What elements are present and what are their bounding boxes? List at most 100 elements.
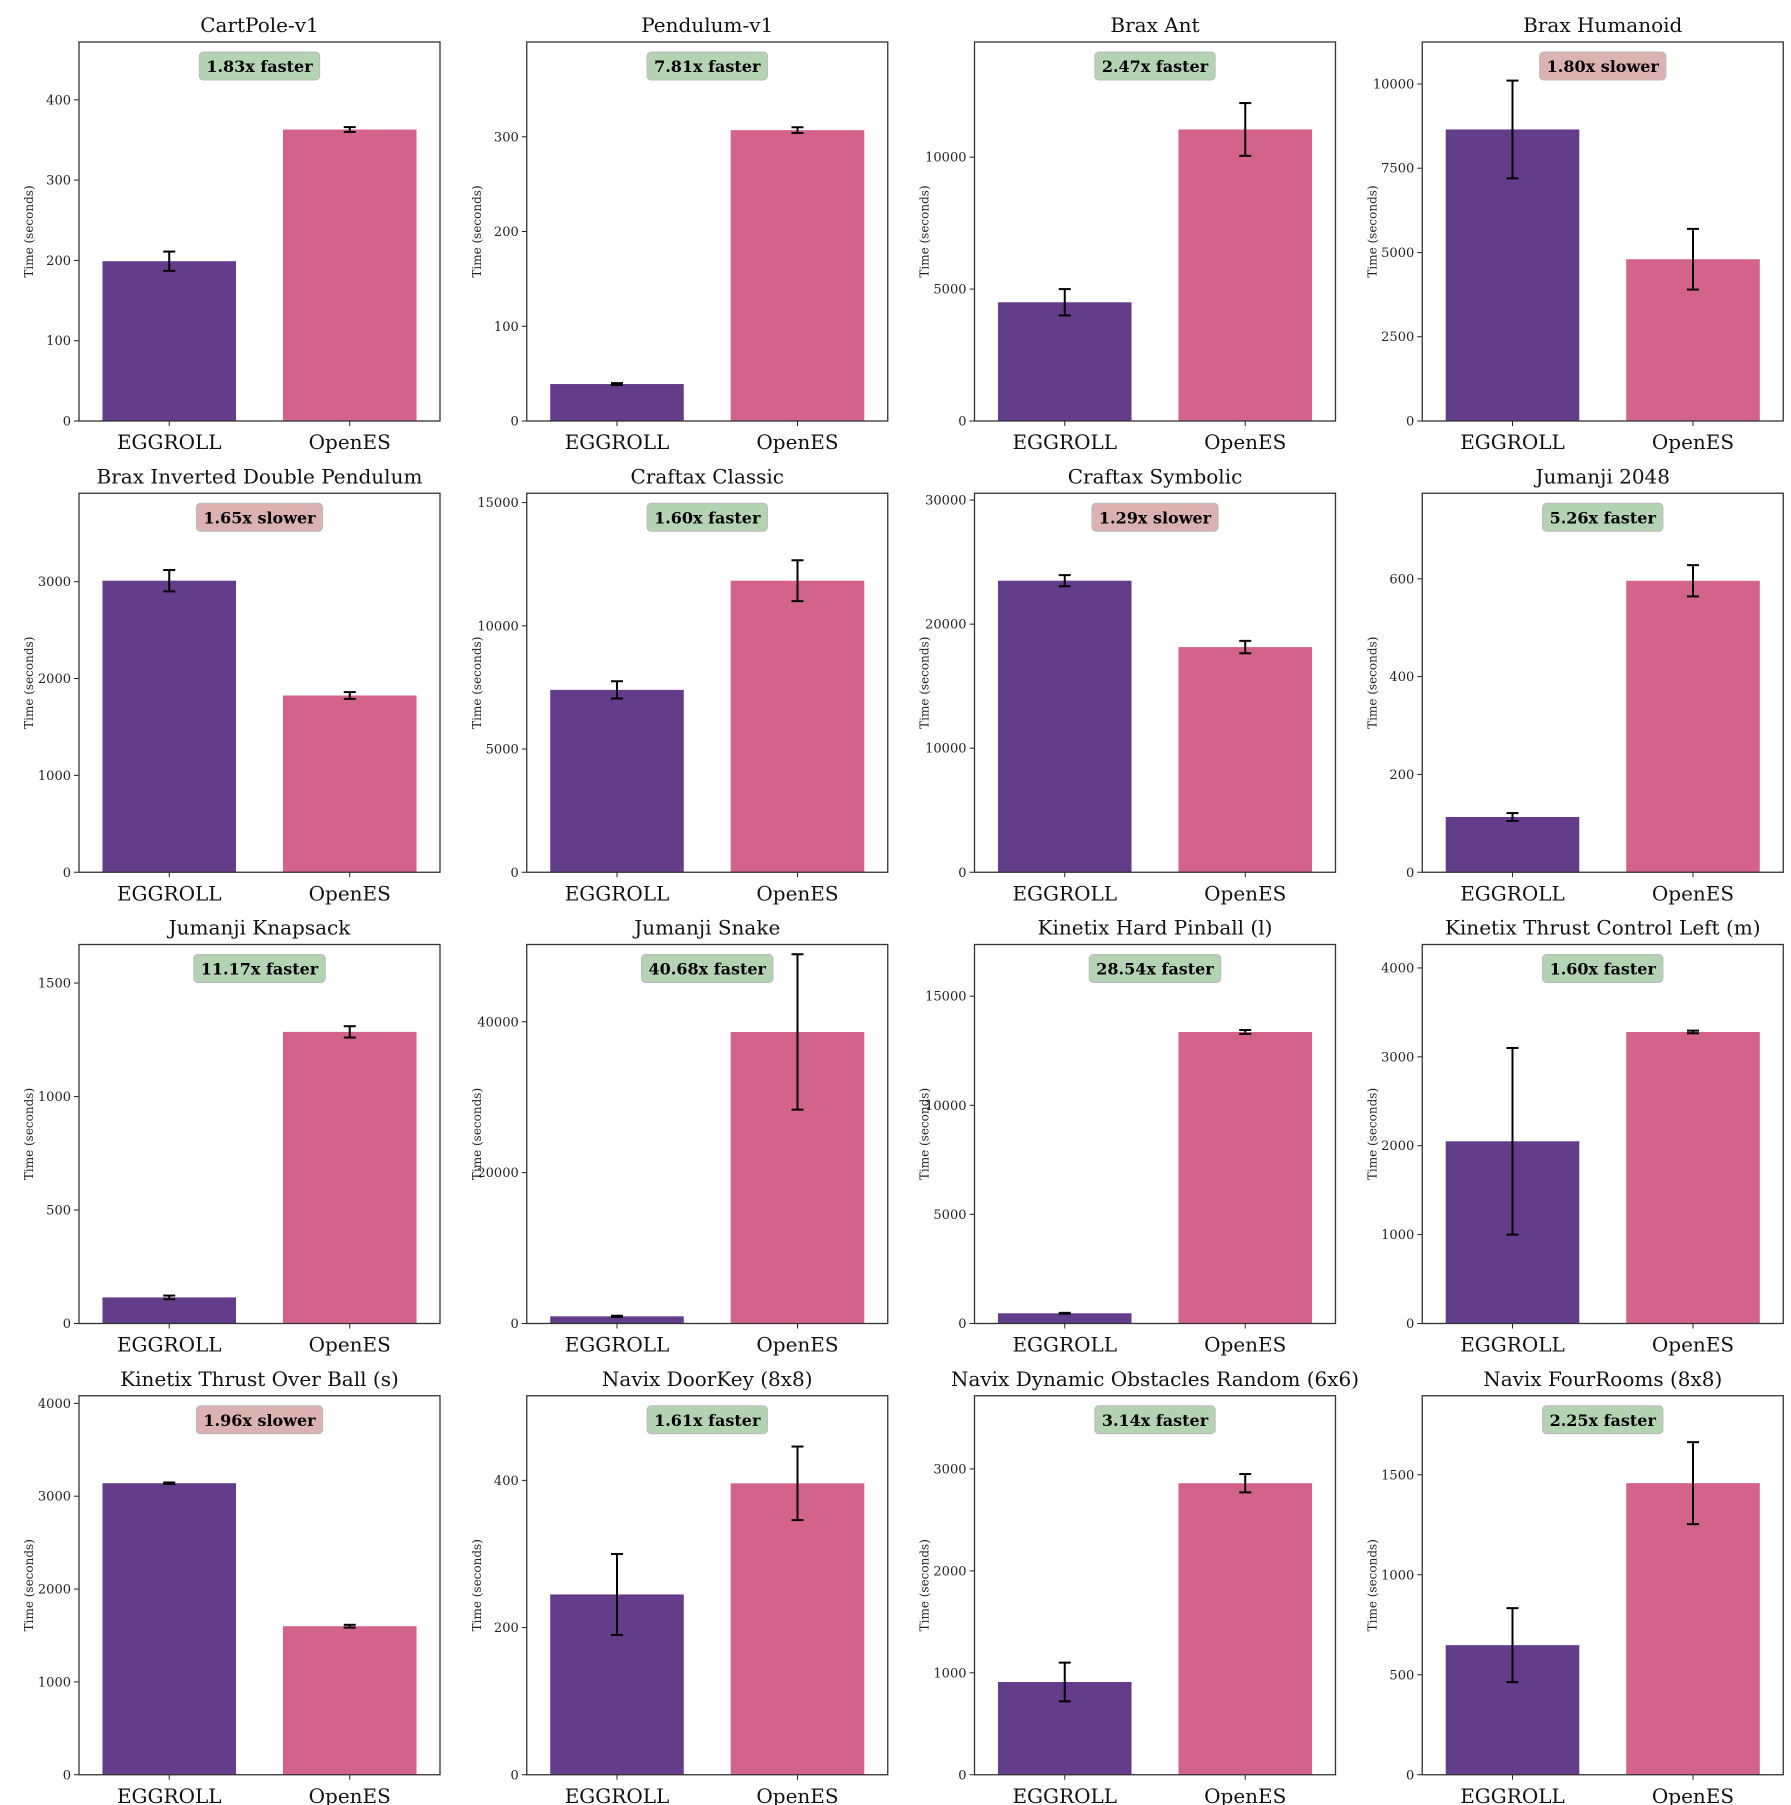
y-axis-label: Time (seconds): [1365, 185, 1379, 277]
bar-openes: [1178, 1031, 1313, 1324]
subplot-title: Craftax Classic: [630, 464, 784, 488]
subplot-title: Brax Inverted Double Pendulum: [97, 464, 423, 488]
y-tick-label: 7500: [1381, 162, 1414, 177]
y-tick-label: 5000: [486, 743, 519, 758]
axes-frame: [78, 492, 441, 873]
subplot: Kinetix Thrust Over Ball (s) Time (second…: [22, 1367, 441, 1805]
y-tick-label: 1500: [1381, 1468, 1414, 1483]
bar-eggroll: [102, 580, 237, 873]
subplot: Craftax Classic Time (seconds) EGGROLL Open…: [470, 464, 889, 905]
y-tick-label: 10000: [477, 619, 518, 634]
axes-frame: [78, 943, 441, 1325]
bar-openes: [1626, 1031, 1760, 1324]
speedup-badge: 7.81x faster: [646, 51, 768, 81]
axes-frame: [973, 943, 1337, 1325]
bar-eggroll: [550, 384, 684, 421]
subplot: Jumanji Snake Time (seconds) EGGROLL OpenES…: [470, 916, 889, 1357]
subplot: Navix DoorKey (8x8) Time (seconds) EGGROLL…: [470, 1367, 889, 1805]
subplot-title: Jumanji Snake: [632, 916, 780, 940]
x-tick-label: EGGROLL: [1012, 1784, 1117, 1805]
y-axis-label: Time (seconds): [918, 1539, 932, 1631]
badge-background: [1088, 954, 1222, 983]
y-tick-label: 10000: [925, 1099, 966, 1114]
badge-background: [1542, 502, 1664, 532]
y-tick-label: 0: [510, 1768, 518, 1783]
y-tick-label: 20000: [477, 1166, 518, 1181]
bar-eggroll: [1445, 816, 1580, 873]
y-tick-label: 0: [1406, 415, 1414, 430]
y-tick-label: 400: [1389, 670, 1414, 685]
bar-eggroll: [550, 689, 684, 873]
y-tick-label: 5000: [933, 283, 966, 298]
y-axis-label: Time (seconds): [470, 1539, 484, 1631]
y-tick-label: 400: [494, 1474, 519, 1489]
y-tick-label: 500: [46, 1204, 71, 1219]
x-tick-label: OpenES: [756, 1333, 838, 1357]
x-tick-label: EGGROLL: [117, 430, 222, 454]
y-axis-label: Time (seconds): [470, 185, 484, 277]
bar-eggroll: [550, 1316, 684, 1324]
y-tick-label: 0: [1406, 1768, 1414, 1783]
y-tick-label: 0: [958, 866, 966, 881]
axes-frame: [526, 943, 889, 1325]
y-tick-label: 1000: [38, 1090, 71, 1105]
badge-background: [1542, 1405, 1664, 1435]
subplot-title: Jumanji Knapsack: [167, 916, 352, 940]
badge-text: 28.54x faster: [1096, 960, 1214, 979]
x-tick-label: OpenES: [1652, 1333, 1734, 1357]
subplot: Brax Inverted Double Pendulum Time (secon…: [22, 464, 441, 905]
y-tick-label: 4000: [1381, 961, 1414, 976]
badge-text: 1.65x slower: [203, 508, 316, 527]
badge-background: [1091, 502, 1219, 532]
subplot: Brax Ant Time (seconds) EGGROLL OpenES 0 5000…: [918, 13, 1337, 454]
x-tick-label: OpenES: [309, 881, 391, 905]
subplot-title: Kinetix Thrust Control Left (m): [1445, 916, 1761, 940]
y-tick-label: 10000: [1373, 77, 1414, 92]
bar-openes: [730, 130, 865, 421]
badge-text: 1.29x slower: [1099, 508, 1212, 527]
y-tick-label: 0: [63, 1317, 71, 1332]
y-tick-label: 0: [958, 415, 966, 430]
x-tick-label: EGGROLL: [565, 881, 670, 905]
subplot-title: CartPole-v1: [200, 13, 319, 37]
subplot: Navix FourRooms (8x8) Time (seconds) EGGRO…: [1365, 1367, 1784, 1805]
bar-openes: [282, 129, 417, 421]
y-tick-label: 2000: [38, 672, 71, 687]
y-tick-label: 30000: [925, 494, 966, 509]
x-tick-label: EGGROLL: [117, 881, 222, 905]
bar-openes: [1178, 129, 1313, 421]
y-axis-label: Time (seconds): [918, 1088, 932, 1180]
speedup-badge: 1.80x slower: [1539, 51, 1667, 81]
subplot: Kinetix Hard Pinball (l) Time (seconds) EG…: [918, 916, 1337, 1357]
badge-background: [195, 502, 324, 532]
subplot-title: Brax Humanoid: [1523, 13, 1682, 37]
y-tick-label: 1000: [1381, 1228, 1414, 1243]
y-tick-label: 1000: [933, 1666, 966, 1681]
axes-frame: [1421, 943, 1784, 1325]
x-tick-label: OpenES: [309, 1333, 391, 1357]
axes-frame: [526, 1395, 889, 1776]
axes-frame: [973, 41, 1337, 422]
bar-openes: [282, 695, 417, 873]
y-tick-label: 5000: [933, 1208, 966, 1223]
subplot: Jumanji Knapsack Time (seconds) EGGROLL Ope…: [22, 916, 441, 1357]
bar-openes: [730, 580, 865, 873]
y-tick-label: 1000: [38, 1675, 71, 1690]
badge-text: 5.26x faster: [1550, 508, 1657, 527]
subplot: CartPole-v1 Time (seconds) EGGROLL OpenES 0 1…: [22, 13, 441, 454]
y-tick-label: 500: [1389, 1668, 1414, 1683]
speedup-badge: 1.61x faster: [646, 1405, 768, 1435]
badge-background: [198, 51, 321, 81]
x-tick-label: OpenES: [1204, 1333, 1286, 1357]
y-tick-label: 3000: [38, 575, 71, 590]
y-tick-label: 3000: [38, 1490, 71, 1505]
bar-openes: [282, 1031, 417, 1324]
y-tick-label: 400: [46, 93, 71, 108]
y-tick-label: 300: [46, 174, 71, 189]
y-tick-label: 5000: [1381, 246, 1414, 261]
subplot: Pendulum-v1 Time (seconds) EGGROLL OpenES 0 1…: [470, 13, 889, 454]
y-tick-label: 20000: [925, 618, 966, 633]
speedup-badge: 1.65x slower: [195, 502, 324, 532]
badge-text: 7.81x faster: [654, 57, 761, 76]
x-tick-label: OpenES: [1204, 881, 1286, 905]
